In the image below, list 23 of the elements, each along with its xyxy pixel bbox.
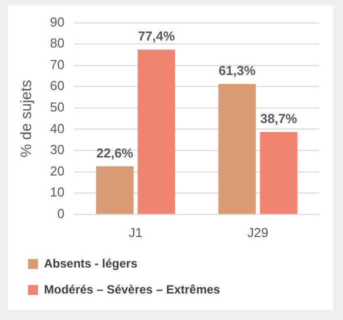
y-tick-label: 50 xyxy=(50,100,64,115)
y-tick-label: 40 xyxy=(50,120,64,136)
data-label: 77,4% xyxy=(138,28,176,44)
x-tick-label: J1 xyxy=(128,224,142,240)
legend-label: Absents - légers xyxy=(44,256,138,270)
y-tick-label: 30 xyxy=(50,142,64,158)
y-tick-label: 0 xyxy=(57,206,64,221)
y-tick-label: 10 xyxy=(50,184,64,200)
bar xyxy=(260,132,298,214)
y-tick-label: 20 xyxy=(50,163,64,178)
y-axis-title: % de sujets xyxy=(18,80,36,158)
bar xyxy=(218,84,256,214)
bar xyxy=(96,166,134,214)
data-label: 61,3% xyxy=(218,62,256,78)
bar xyxy=(138,50,176,214)
x-tick-label: J29 xyxy=(247,224,268,240)
legend-label: Modérés – Sévères – Extrêmes xyxy=(44,282,220,296)
y-tick-label: 90 xyxy=(50,14,64,30)
y-tick-label: 60 xyxy=(50,78,64,94)
data-label: 38,7% xyxy=(260,111,298,126)
y-tick-label: 70 xyxy=(50,56,64,72)
data-label: 22,6% xyxy=(96,145,134,160)
y-tick-label: 80 xyxy=(50,36,64,51)
